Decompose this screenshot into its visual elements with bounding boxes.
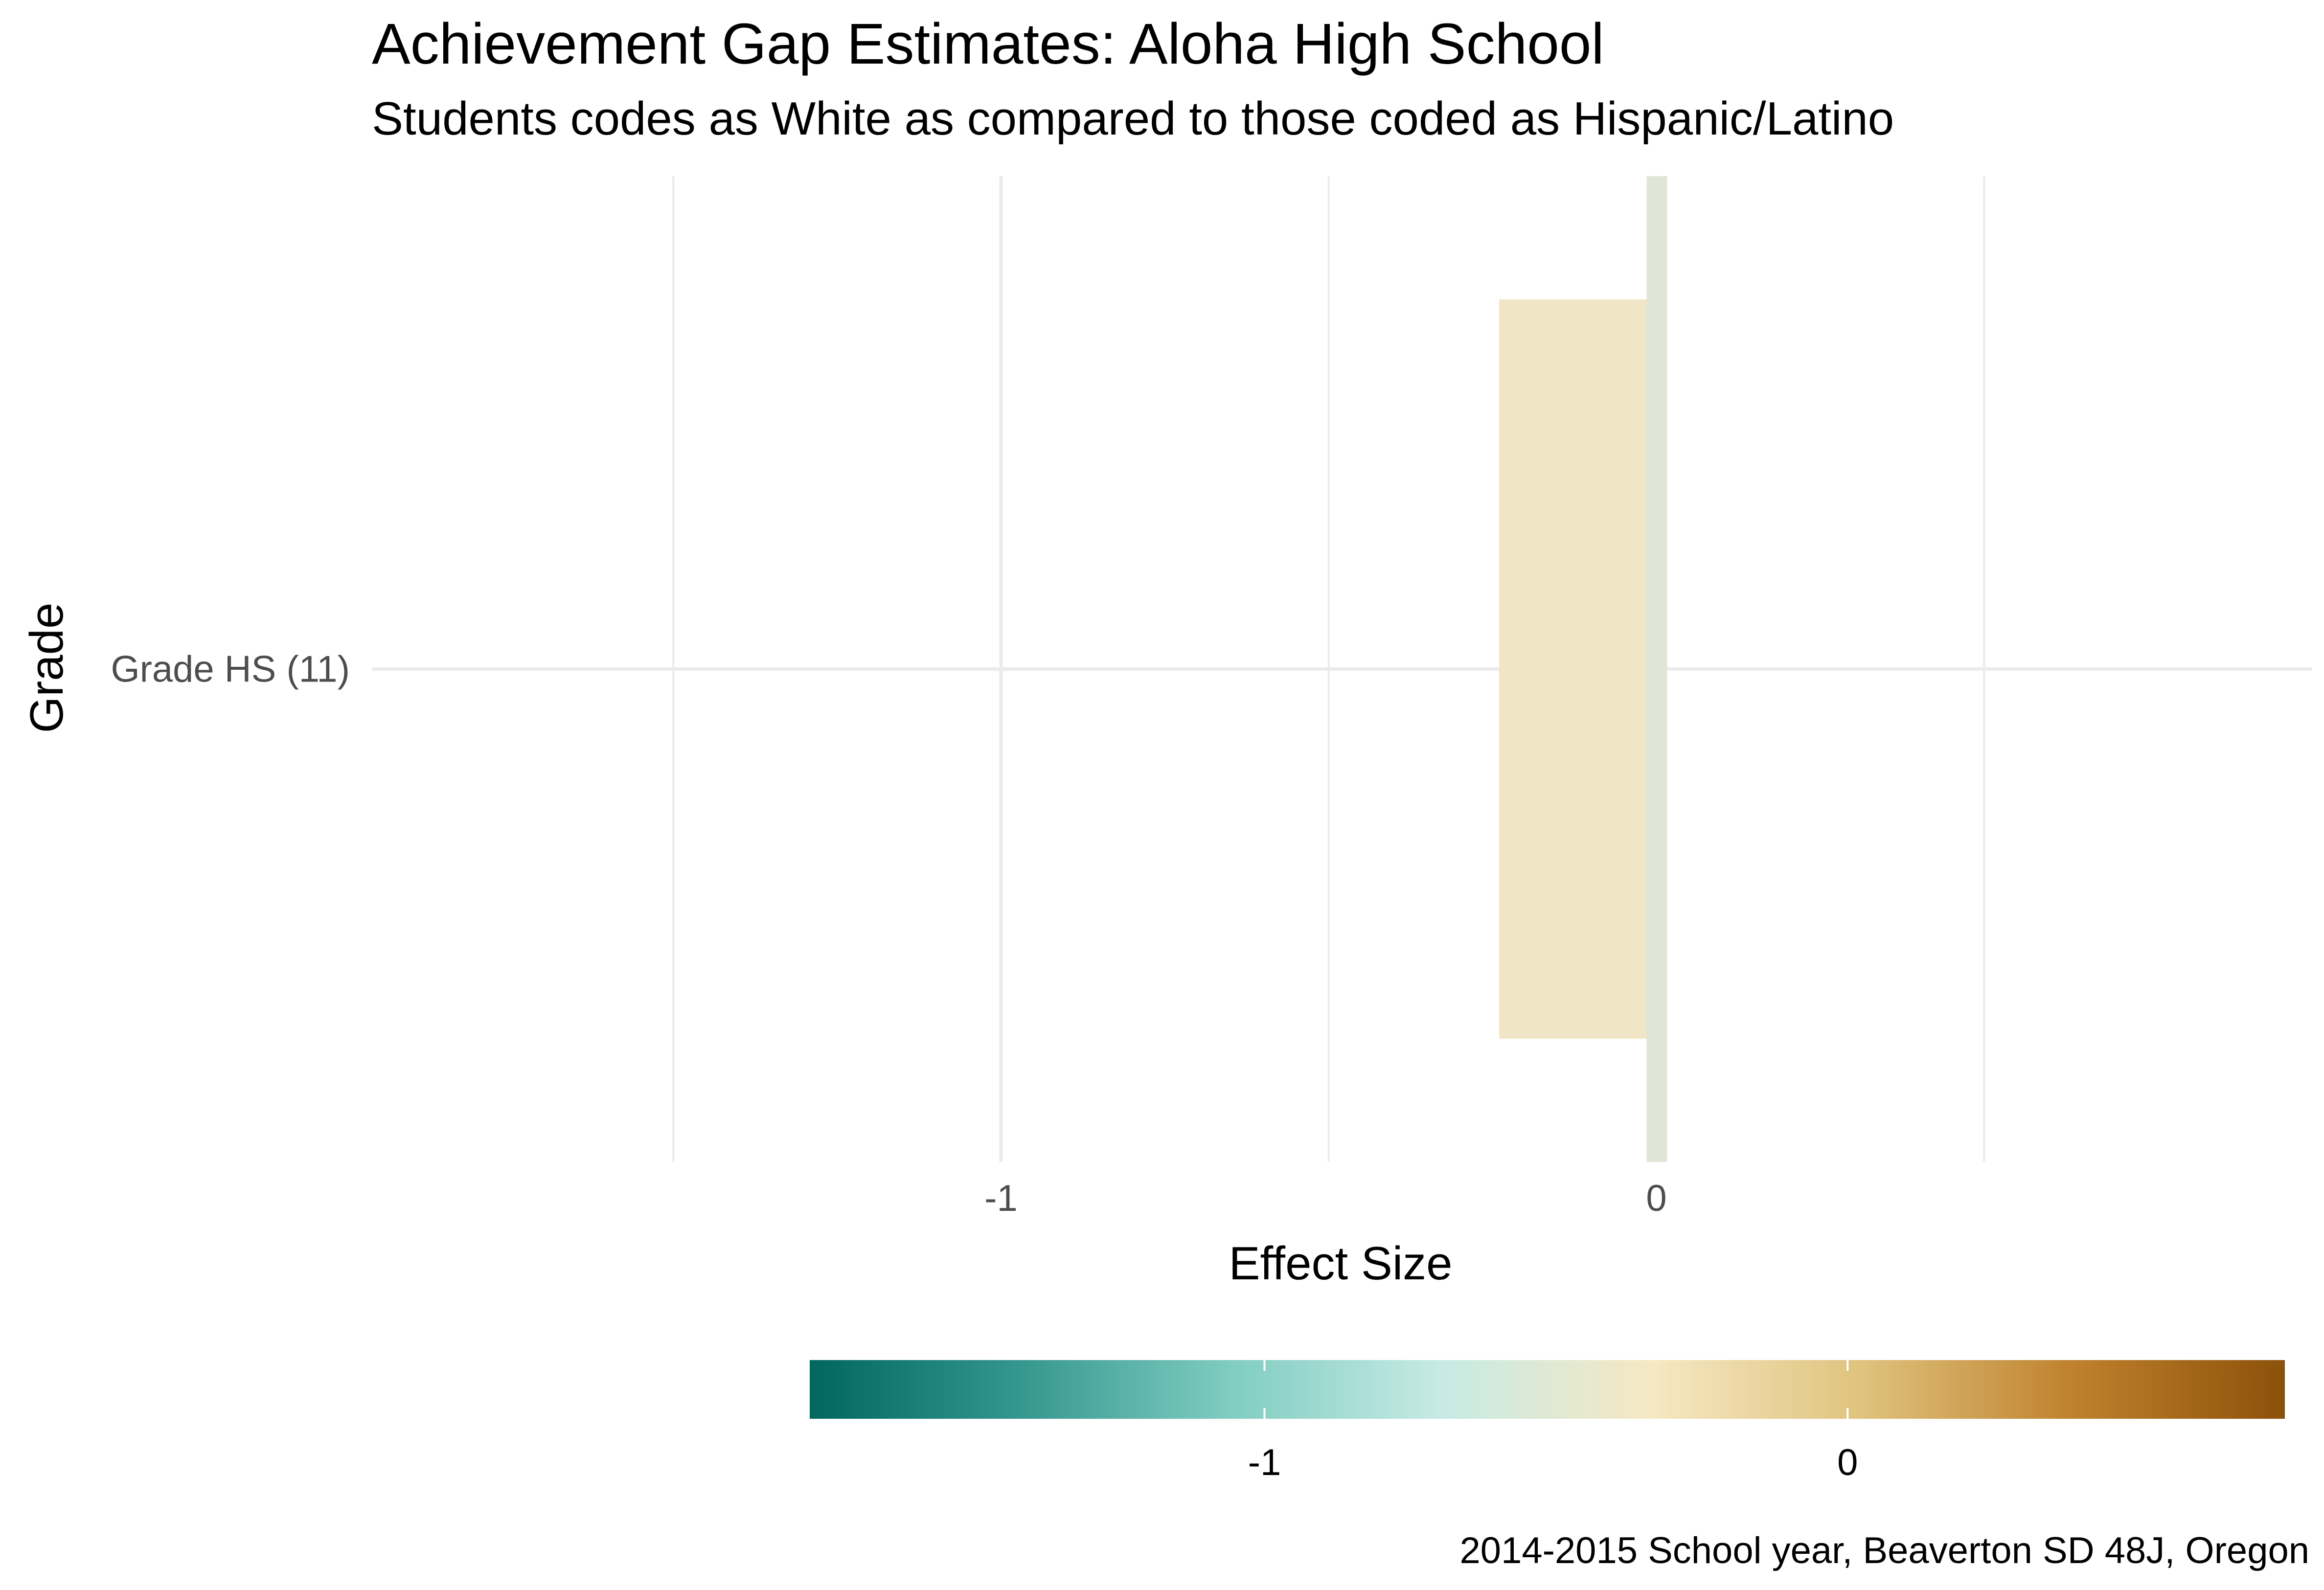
x-axis-label: Effect Size [1229,1237,1452,1290]
colorbar-tick-label: -1 [1248,1442,1281,1483]
y-axis-label: Grade [21,603,73,733]
reference-line [1646,176,1667,1162]
chart-subtitle: Students codes as White as compared to t… [372,92,1894,145]
bar [1499,299,1657,1039]
colorbar-tick-label: 0 [1837,1442,1858,1483]
x-tick-label: 0 [1646,1178,1666,1219]
chart-caption: 2014-2015 School year, Beaverton SD 48J,… [1460,1530,2309,1571]
bars [1499,176,1667,1162]
gridlines [372,176,2312,1162]
x-tick-label: -1 [984,1178,1018,1219]
color-legend: -1 0 [810,1360,2285,1483]
colorbar [810,1360,2285,1419]
y-tick-label: Grade HS (11) [111,649,350,690]
chart-title: Achievement Gap Estimates: Aloha High Sc… [372,12,1604,76]
axis-ticks: Grade HS (11) -1 0 [111,649,1666,1220]
